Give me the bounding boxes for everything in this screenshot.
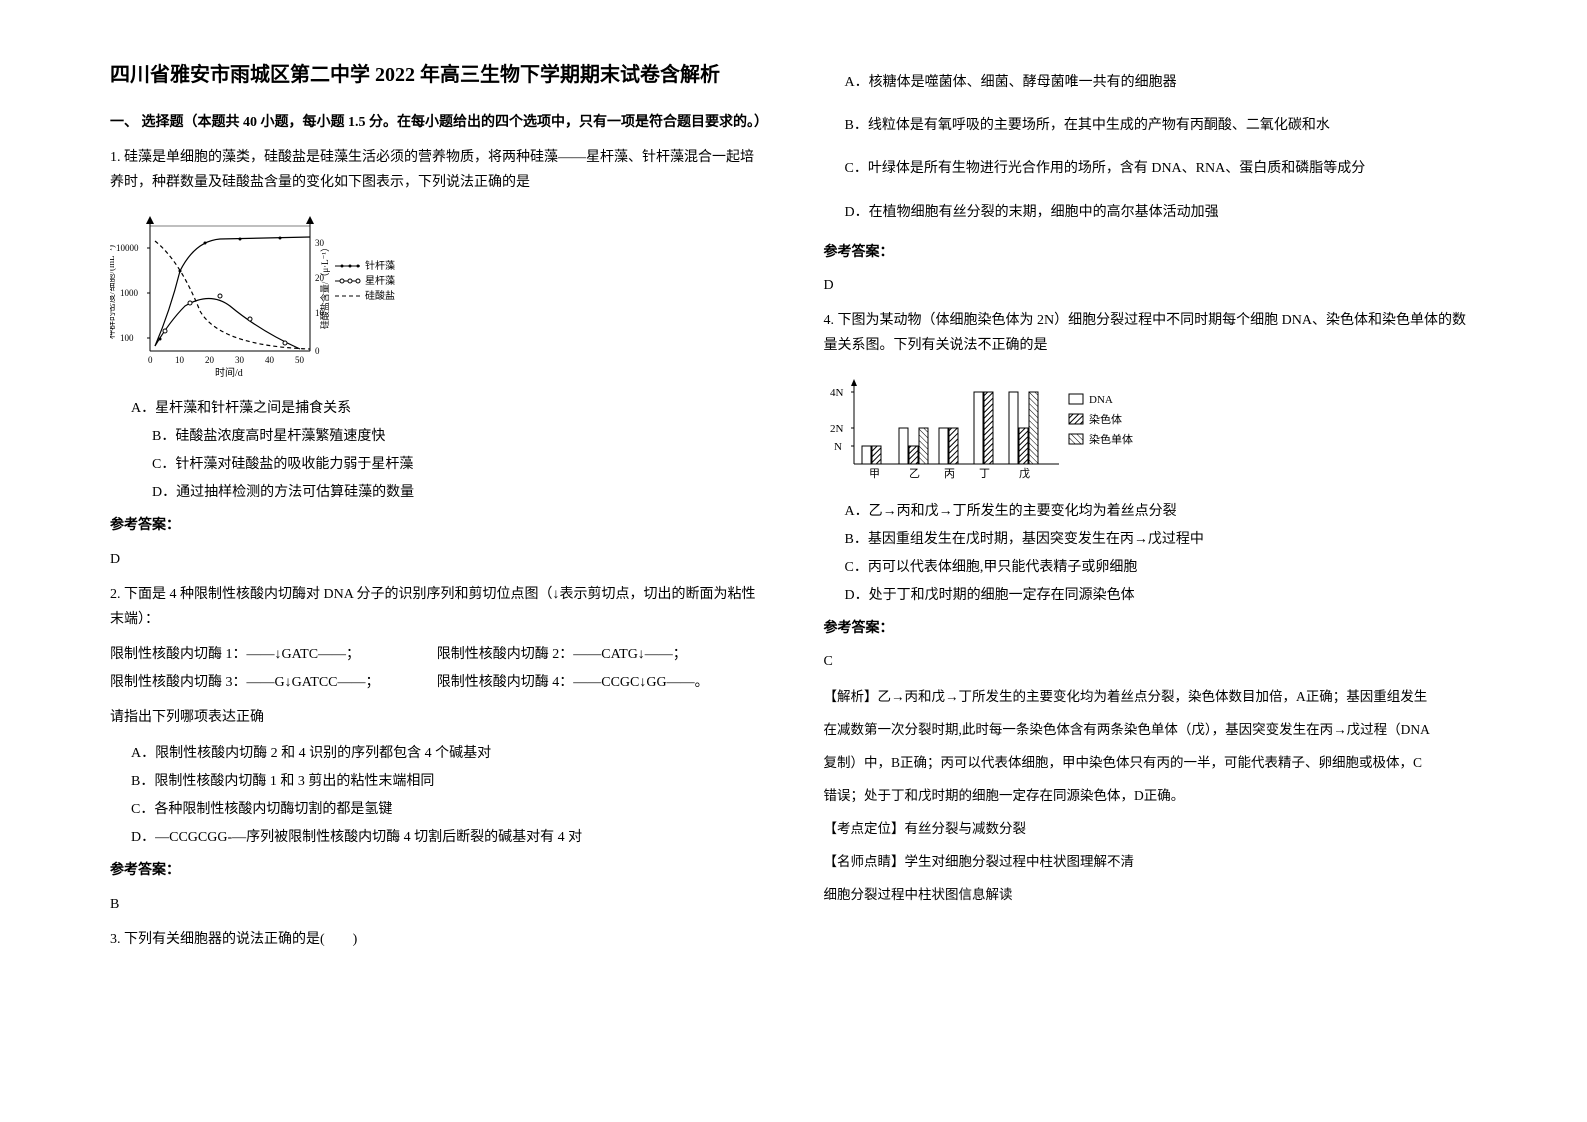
- svg-text:甲: 甲: [869, 468, 880, 480]
- q2-enzyme4: 限制性核酸内切酶 4：——CCGC↓GG——。: [437, 670, 764, 695]
- q4-teacher: 【名师点睛】学生对细胞分裂过程中柱状图理解不清: [824, 848, 1478, 875]
- svg-text:1000: 1000: [120, 288, 139, 298]
- svg-text:10: 10: [175, 355, 185, 365]
- q4-point: 【考点定位】有丝分裂与减数分裂: [824, 815, 1478, 842]
- svg-text:乙: 乙: [909, 467, 920, 480]
- right-column: A．核糖体是噬菌体、细菌、酵母菌唯一共有的细胞器 B．线粒体是有氧呼吸的主要场所…: [794, 60, 1508, 1062]
- q4-answer-label: 参考答案：: [824, 616, 1478, 641]
- svg-text:染色单体: 染色单体: [1089, 432, 1133, 446]
- q4-opt-b: B．基因重组发生在戊时期，基因突变发生在丙→戊过程中: [824, 527, 1478, 552]
- q1-opt-c: C．针杆藻对硅酸盐的吸收能力弱于星杆藻: [110, 452, 764, 477]
- svg-text:10000: 10000: [116, 243, 139, 253]
- q2-enzyme2: 限制性核酸内切酶 2：——CATG↓——；: [437, 642, 764, 667]
- q4-opt-a: A．乙→丙和戊→丁所发生的主要变化均为着丝点分裂: [824, 499, 1478, 524]
- svg-text:染色体: 染色体: [1089, 412, 1122, 426]
- exam-title: 四川省雅安市雨城区第二中学 2022 年高三生物下学期期末试卷含解析: [110, 60, 764, 90]
- svg-text:20: 20: [205, 355, 215, 365]
- svg-text:40: 40: [265, 355, 275, 365]
- q2-text: 2. 下面是 4 种限制性核酸内切酶对 DNA 分子的识别序列和剪切位点图（↓表…: [110, 582, 764, 632]
- section-1-header: 一、 选择题（本题共 40 小题，每小题 1.5 分。在每小题给出的四个选项中，…: [110, 110, 764, 135]
- svg-text:2N: 2N: [830, 423, 844, 435]
- svg-text:硅酸盐含量/（μ·L⁻¹）: 硅酸盐含量/（μ·L⁻¹）: [319, 242, 330, 328]
- q1-chart: 100 1000 10000 0 10 20 30 0 10 20 30 40 …: [110, 211, 764, 381]
- q4-explain-4: 错误；处于丁和戊时期的细胞一定存在同源染色体，D正确。: [824, 782, 1478, 809]
- q3-opt-c: C．叶绿体是所有生物进行光合作用的场所，含有 DNA、RNA、蛋白质和磷脂等成分: [824, 156, 1478, 181]
- q3-opt-a: A．核糖体是噬菌体、细菌、酵母菌唯一共有的细胞器: [824, 70, 1478, 95]
- svg-text:30: 30: [235, 355, 245, 365]
- svg-text:丙: 丙: [944, 468, 955, 480]
- q3-answer: D: [824, 273, 1478, 298]
- svg-text:50: 50: [295, 355, 305, 365]
- q2-answer: B: [110, 892, 764, 917]
- svg-text:100: 100: [120, 333, 134, 343]
- q4-text: 4. 下图为某动物（体细胞染色体为 2N）细胞分裂过程中不同时期每个细胞 DNA…: [824, 308, 1478, 358]
- svg-text:DNA: DNA: [1089, 394, 1113, 406]
- q2-prompt: 请指出下列哪项表达正确: [110, 705, 764, 730]
- left-column: 四川省雅安市雨城区第二中学 2022 年高三生物下学期期末试卷含解析 一、 选择…: [80, 60, 794, 1062]
- q1-answer: D: [110, 547, 764, 572]
- q2-opt-b: B．限制性核酸内切酶 1 和 3 剪出的粘性末端相同: [110, 769, 764, 794]
- q3-text: 3. 下列有关细胞器的说法正确的是( ): [110, 927, 764, 952]
- svg-text:针杆藻: 针杆藻: [365, 259, 395, 272]
- svg-text:时间/d: 时间/d: [215, 366, 243, 379]
- svg-text:戊: 戊: [1019, 467, 1030, 480]
- q2-opt-c: C．各种限制性核酸内切酶切割的都是氢键: [110, 797, 764, 822]
- svg-text:星杆藻: 星杆藻: [365, 274, 395, 287]
- q4-explain-1: 【解析】乙→丙和戊→丁所发生的主要变化均为着丝点分裂，染色体数目加倍，A正确；基…: [824, 683, 1478, 710]
- svg-text:N: N: [834, 441, 842, 453]
- q1-answer-label: 参考答案：: [110, 513, 764, 538]
- q2-answer-label: 参考答案：: [110, 858, 764, 883]
- q1-opt-b: B．硅酸盐浓度高时星杆藻繁殖速度快: [110, 424, 764, 449]
- q4-explain-3: 复制）中，B正确；丙可以代表体细胞，甲中染色体只有丙的一半，可能代表精子、卵细胞…: [824, 749, 1478, 776]
- q1-text: 1. 硅藻是单细胞的藻类，硅酸盐是硅藻生活必须的营养物质，将两种硅藻——星杆藻、…: [110, 145, 764, 195]
- svg-text:丁: 丁: [979, 468, 990, 480]
- q3-answer-label: 参考答案：: [824, 240, 1478, 265]
- q2-opt-d: D．—CCGCGG-—序列被限制性核酸内切酶 4 切割后断裂的碱基对有 4 对: [110, 825, 764, 850]
- q2-opt-a: A．限制性核酸内切酶 2 和 4 识别的序列都包含 4 个碱基对: [110, 741, 764, 766]
- q3-opt-b: B．线粒体是有氧呼吸的主要场所，在其中生成的产物有丙酮酸、二氧化碳和水: [824, 113, 1478, 138]
- q2-enzyme1: 限制性核酸内切酶 1：——↓GATC——；: [110, 642, 437, 667]
- q4-chart: 4N 2N N 甲 乙: [824, 374, 1478, 484]
- q3-opt-d: D．在植物细胞有丝分裂的末期，细胞中的高尔基体活动加强: [824, 200, 1478, 225]
- q1-opt-a: A．星杆藻和针杆藻之间是捕食关系: [110, 396, 764, 421]
- q2-enzyme3: 限制性核酸内切酶 3：——G↓GATCC——；: [110, 670, 437, 695]
- q4-opt-d: D．处于丁和戊时期的细胞一定存在同源染色体: [824, 583, 1478, 608]
- q4-opt-c: C．丙可以代表体细胞,甲只能代表精子或卵细胞: [824, 555, 1478, 580]
- svg-text:0: 0: [315, 346, 320, 356]
- svg-text:0: 0: [148, 355, 153, 365]
- svg-text:种群的密度/细胞/(mL⁻¹): 种群的密度/细胞/(mL⁻¹): [110, 245, 116, 339]
- q4-answer: C: [824, 649, 1478, 674]
- q1-opt-d: D．通过抽样检测的方法可估算硅藻的数量: [110, 480, 764, 505]
- q4-sub: 细胞分裂过程中柱状图信息解读: [824, 881, 1478, 908]
- q4-explain-2: 在减数第一次分裂时期,此时每一条染色体含有两条染色单体（戊），基因突变发生在丙→…: [824, 716, 1478, 743]
- svg-text:硅酸盐: 硅酸盐: [365, 289, 395, 302]
- svg-text:4N: 4N: [830, 387, 844, 399]
